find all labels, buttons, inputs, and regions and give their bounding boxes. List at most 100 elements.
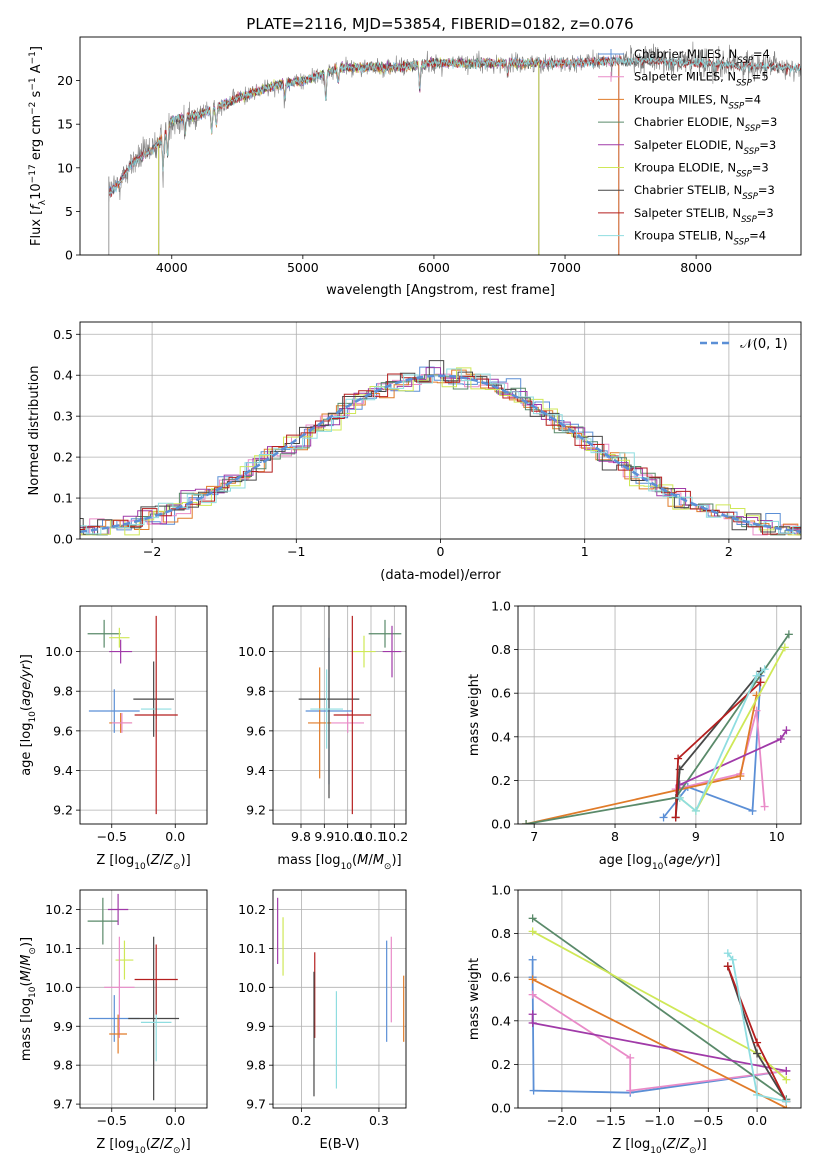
legend-label-part: =4 (749, 229, 766, 243)
y-axis-label-part: −2 (28, 102, 38, 115)
legend-label-part: Kroupa ELODIE, N (634, 161, 736, 175)
legend-label-part: (0, 1) (753, 337, 788, 352)
y-tick-label: 0.6 (491, 686, 511, 701)
y-tick-label: 9.8 (53, 684, 73, 699)
legend-label-part: SSP (729, 101, 745, 111)
y-axis-label-part: age/yr (19, 663, 34, 706)
legend-label: Kroupa MILES, NSSP=4 (634, 92, 761, 111)
x-axis-label-part: )] (181, 853, 191, 868)
axes-frame (517, 889, 802, 1109)
x-axis-label-part: )] (181, 1137, 191, 1152)
y-tick-label: 0.2 (491, 1057, 511, 1072)
y-tick-label: 20 (57, 73, 73, 88)
x-tick-label: 0.0 (747, 1113, 767, 1128)
mass-vs-metallicity-panel: −0.5 0.09.79.89.910.010.110.2Z [log10(Z/Z… (19, 889, 208, 1156)
y-axis-label-part: ] (29, 46, 44, 51)
weight_vs_Z-plot-area (528, 914, 791, 1108)
x-tick-label: −0.5 (97, 1113, 127, 1128)
legend-label: Kroupa STELIB, NSSP=4 (634, 229, 766, 248)
y-tick-label: 9.8 (246, 684, 266, 699)
legend-label-part: SSP (736, 79, 752, 89)
residuals-panel: −2 −1 0 1 2 0.0 0.1 0.2 0.3 0.4 0.5 𝒩(0, 1) (data-mo… (27, 321, 802, 583)
x-tick-label: 9 (692, 829, 700, 844)
y-tick-label: 10.1 (238, 941, 266, 956)
model-spectrum-line (158, 57, 540, 168)
legend-label-part: Chabrier ELODIE, N (634, 115, 745, 129)
x-tick-label: −2.0 (547, 1113, 577, 1128)
x-axis-label-part: ( (663, 853, 668, 868)
y-tick-label: 0.0 (491, 1101, 511, 1116)
y-axis-label: mass weight (467, 674, 482, 756)
legend-label-part: SSP (734, 238, 750, 248)
y-tick-label: 10.0 (45, 644, 73, 659)
legend-label-part: Salpeter MILES, N (634, 70, 736, 84)
axes-frame (79, 36, 802, 256)
y-tick-label: 9.4 (53, 763, 73, 778)
x-axis-label-part: M (373, 853, 384, 868)
weight-series-line (532, 993, 787, 1092)
y-axis-label-part: ⊙ (28, 947, 38, 955)
weight-series-line (675, 710, 766, 807)
legend-label-part: Kroupa STELIB, N (634, 229, 734, 243)
legend-label-part: Salpeter ELODIE, N (634, 138, 744, 152)
weight_vs_age-plot-area (522, 630, 793, 824)
y-axis-label-part: age [log (19, 723, 34, 776)
x-tick-label: 0.3 (369, 1113, 389, 1128)
y-tick-label: 9.4 (246, 763, 266, 778)
y-axis-label-part: ( (19, 706, 34, 711)
y-axis-label-part: 10 (28, 711, 38, 723)
x-axis-label-part: ⊙ (173, 862, 181, 872)
y-axis-label-part: )] (19, 937, 34, 947)
y-tick-label: 0.8 (491, 642, 511, 657)
histogram-step-line (80, 367, 801, 535)
y-tick-label: 10.2 (238, 902, 266, 917)
x-axis-label-part: ( (352, 853, 357, 868)
x-tick-label: −0.5 (97, 829, 127, 844)
y-tick-label: 0 (65, 248, 73, 263)
legend-label-part: =4 (744, 92, 761, 106)
y-tick-label: 10.2 (45, 902, 73, 917)
x-axis-label-part: )] (697, 1137, 707, 1152)
x-axis-label-part: Z (163, 853, 174, 868)
x-axis-label-part: / (160, 853, 165, 868)
axes-frame (79, 889, 208, 1109)
x-tick-label: 0.0 (165, 1113, 185, 1128)
mass-vs-ebv-panel: 0.2 0.3 9.7 9.8 9.9 10.0 10.1 10.2 E(B-V) (238, 889, 407, 1152)
y-tick-label: 0.2 (53, 450, 73, 465)
x-axis-label-part: Z [log (96, 853, 134, 868)
x-axis-label-part: 10 (650, 1146, 662, 1156)
x-axis-label: E(B-V) (319, 1137, 359, 1152)
y-tick-label: 9.6 (53, 723, 73, 738)
y-tick-label: 10.0 (238, 980, 266, 995)
age_vs_mass-plot-area (298, 606, 402, 815)
axes-frame (79, 321, 802, 540)
model-spectrum-line (158, 57, 540, 167)
y-axis-label-part: )] (19, 654, 34, 664)
y-axis-label-part: λ (38, 199, 48, 205)
mass_vs_ebv-plot-area (277, 897, 405, 1097)
y-tick-label: 9.8 (53, 1058, 73, 1073)
y-tick-label: 0.0 (491, 817, 511, 832)
y-axis-label-part: A (29, 64, 44, 77)
y-axis-label-part: M (19, 955, 34, 966)
x-axis-label-part: ⊙ (689, 1146, 697, 1156)
x-axis-label-part: age [log (599, 853, 652, 868)
y-axis-label-part: M (19, 970, 34, 981)
y-tick-label: 10.1 (45, 941, 73, 956)
y-tick-label: 10.0 (238, 644, 266, 659)
axes-frame (517, 605, 802, 825)
x-axis-label-part: ⊙ (384, 862, 392, 872)
y-axis-label-part: −1 (28, 77, 38, 90)
x-axis-label-part: / (368, 853, 373, 868)
x-axis-label: age [log10(age/yr)] (599, 853, 721, 872)
y-axis-label-part: s (29, 90, 44, 101)
y-tick-label: 10 (57, 160, 73, 175)
x-axis-label-part: )] (391, 853, 401, 868)
legend-label: Salpeter ELODIE, NSSP=3 (634, 138, 776, 157)
spectrum-plot-area (108, 41, 801, 255)
x-tick-label: 5000 (287, 260, 319, 275)
x-tick-label: 10.1 (357, 829, 385, 844)
age-vs-metallicity-panel: −0.5 0.09.29.49.69.810.0Z [log10(Z/Z⊙)]ag… (19, 605, 208, 872)
legend-label-part: =3 (752, 161, 769, 175)
y-axis-label: mass weight (467, 958, 482, 1040)
